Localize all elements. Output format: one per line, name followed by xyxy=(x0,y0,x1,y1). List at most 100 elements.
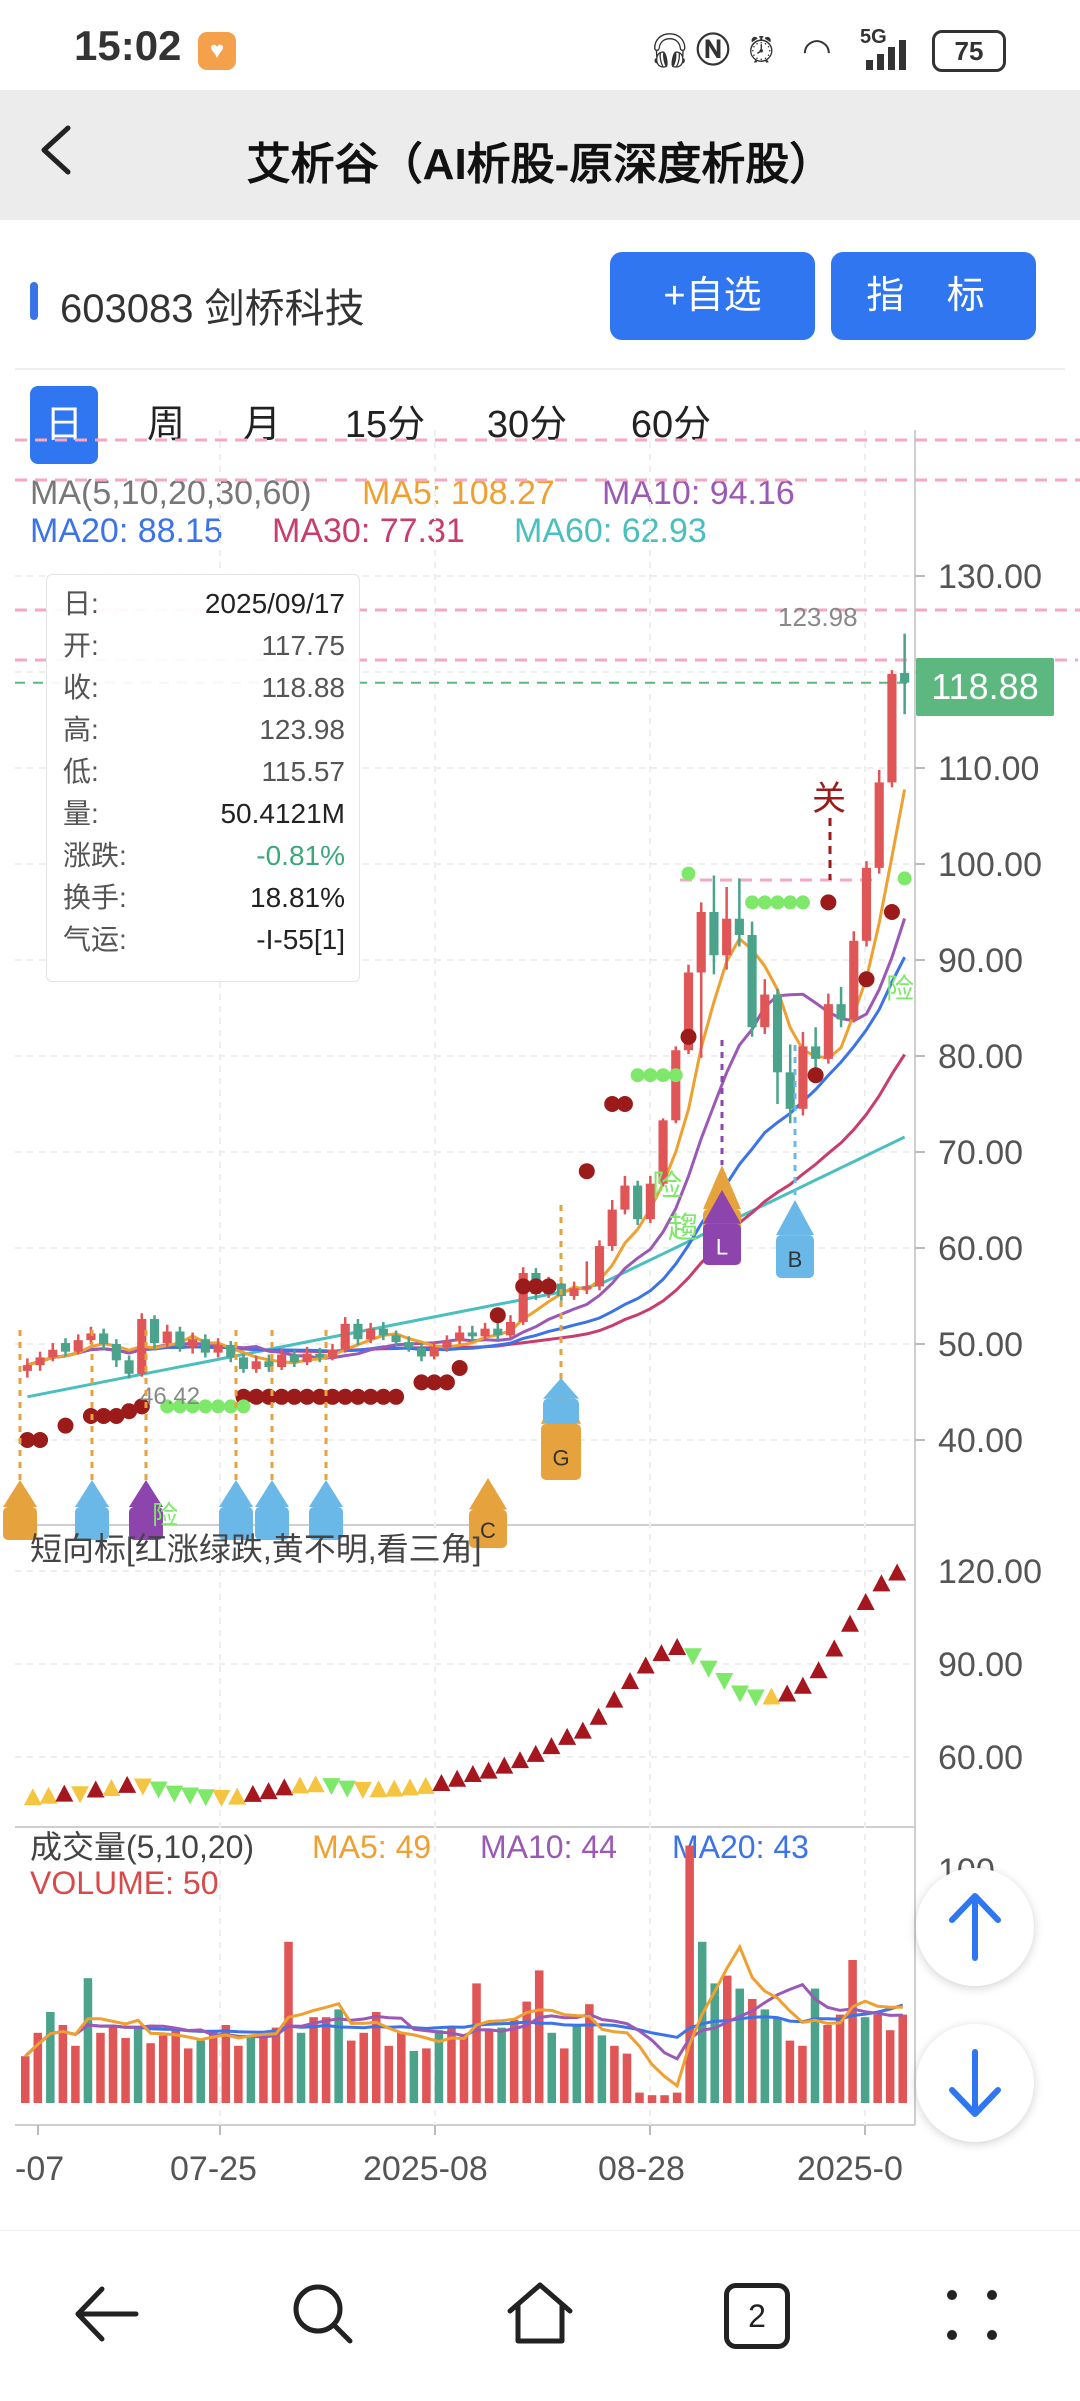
candle-body xyxy=(289,1354,299,1363)
volume-bar xyxy=(497,2027,506,2103)
short-indicator-title: 短向标[红涨绿跌,黄不明,看三角] xyxy=(30,1531,482,1567)
candle-body xyxy=(760,994,770,1028)
candle-body xyxy=(340,1323,350,1350)
marker-C-arrow xyxy=(469,1478,507,1510)
x-tick-label: 07-25 xyxy=(170,2150,257,2188)
candle-body xyxy=(315,1353,325,1358)
alarm-icon: ⏰︎ xyxy=(748,32,775,70)
short-triangle xyxy=(353,1781,372,1799)
volume-bar xyxy=(447,2027,456,2103)
volume-bar xyxy=(685,1845,694,2103)
signal-dot xyxy=(757,895,772,910)
support-dot xyxy=(515,1278,532,1295)
candle-body xyxy=(811,1046,821,1059)
volume-bar xyxy=(21,2056,30,2103)
signal-icon xyxy=(866,40,906,70)
signal-dot xyxy=(643,1068,658,1083)
volume-bar xyxy=(534,1970,544,2103)
short-triangle xyxy=(573,1721,592,1739)
candle-body xyxy=(505,1321,516,1336)
short-triangle xyxy=(275,1778,294,1796)
volume-bar xyxy=(547,2032,557,2103)
signal-dot xyxy=(160,1399,175,1414)
short-triangle xyxy=(243,1784,262,1802)
candle-body xyxy=(188,1339,198,1347)
add-watchlist-button[interactable]: +自选 xyxy=(610,252,815,340)
marker-small-body xyxy=(219,1507,253,1540)
marker-B-body xyxy=(776,1235,814,1278)
signal-dot xyxy=(745,895,760,910)
marker-small-arrow xyxy=(129,1480,163,1507)
candle-body xyxy=(302,1353,312,1363)
info-date-row: 日: 2025/09/17 xyxy=(63,588,345,619)
short-triangle xyxy=(181,1787,199,1805)
back-arrow-icon[interactable] xyxy=(72,2279,142,2349)
short-triangle xyxy=(636,1656,655,1674)
status-time: 15:02 xyxy=(74,22,182,69)
volume-bar xyxy=(885,2030,895,2103)
candle-body xyxy=(22,1365,32,1371)
candle-body xyxy=(327,1349,338,1358)
y-tick-label: 40.00 xyxy=(938,1422,1023,1460)
short-triangle xyxy=(39,1786,58,1804)
nfc-icon: Ⓝ xyxy=(696,32,730,70)
support-dot xyxy=(388,1388,405,1405)
volume-bar xyxy=(459,2035,469,2103)
short-triangle xyxy=(621,1672,639,1690)
volume-bar xyxy=(760,2009,770,2103)
back-button[interactable] xyxy=(36,120,96,180)
search-icon[interactable] xyxy=(288,2279,358,2349)
info-open-row: 开: 117.75 xyxy=(63,630,345,661)
short-triangle xyxy=(793,1676,812,1694)
short-triangle xyxy=(809,1661,828,1679)
volume-bar xyxy=(585,2004,594,2103)
support-dot xyxy=(578,1163,595,1180)
volume-bar xyxy=(121,2038,130,2103)
candle-body xyxy=(60,1343,71,1352)
signal-dot xyxy=(236,1399,251,1414)
candle-body xyxy=(772,994,783,1073)
volume-bar xyxy=(710,1983,719,2103)
candle-body xyxy=(366,1328,376,1340)
volume-bar xyxy=(221,2025,231,2103)
volume-bar xyxy=(171,2030,180,2103)
short-triangle xyxy=(825,1639,844,1657)
candle-body xyxy=(429,1347,439,1357)
tabs-button[interactable]: 2 xyxy=(724,2283,790,2349)
volume-bar xyxy=(309,2017,318,2103)
volume-bar xyxy=(83,1978,93,2103)
marker-small-body xyxy=(309,1507,343,1540)
signal-dot xyxy=(211,1399,226,1414)
support-dot xyxy=(95,1408,112,1424)
short-triangle xyxy=(589,1707,608,1725)
y-tick-label: 50.00 xyxy=(938,1326,1023,1364)
short-triangle xyxy=(778,1684,797,1702)
divider xyxy=(15,368,1065,370)
signal-dot xyxy=(656,1068,671,1083)
support-dot xyxy=(362,1388,379,1405)
short-triangle xyxy=(55,1784,74,1802)
volume-bar xyxy=(823,2025,832,2103)
marker-G-label: G xyxy=(552,1446,569,1471)
volume-bar xyxy=(271,2027,281,2103)
marker-small-body xyxy=(3,1507,37,1540)
candle-body xyxy=(391,1335,401,1343)
volume-bar xyxy=(46,2012,55,2103)
scroll-down-button[interactable] xyxy=(916,2024,1034,2142)
info-close-row: 收: 118.88 xyxy=(63,672,345,703)
candle-body xyxy=(480,1328,490,1337)
title-bar xyxy=(0,90,1080,220)
info-fortune-row: 气运: -I-55[1] xyxy=(63,924,345,955)
volume-bar xyxy=(133,2027,143,2103)
grid-menu-icon[interactable] xyxy=(940,2283,1004,2347)
volume-bar xyxy=(748,1999,757,2103)
volume-bar xyxy=(472,1983,481,2103)
home-icon[interactable] xyxy=(504,2277,576,2349)
scroll-up-button[interactable] xyxy=(916,1868,1034,1986)
signal-dot xyxy=(770,895,785,910)
indicator-button[interactable]: 指 标 xyxy=(831,252,1036,340)
support-dot xyxy=(883,904,900,920)
candle-body xyxy=(264,1361,274,1368)
volume-bar xyxy=(560,2048,569,2103)
